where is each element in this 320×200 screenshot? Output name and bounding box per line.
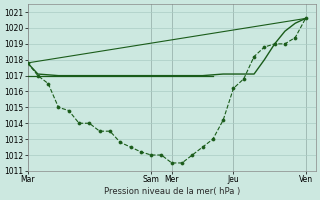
X-axis label: Pression niveau de la mer( hPa ): Pression niveau de la mer( hPa ): [104, 187, 240, 196]
